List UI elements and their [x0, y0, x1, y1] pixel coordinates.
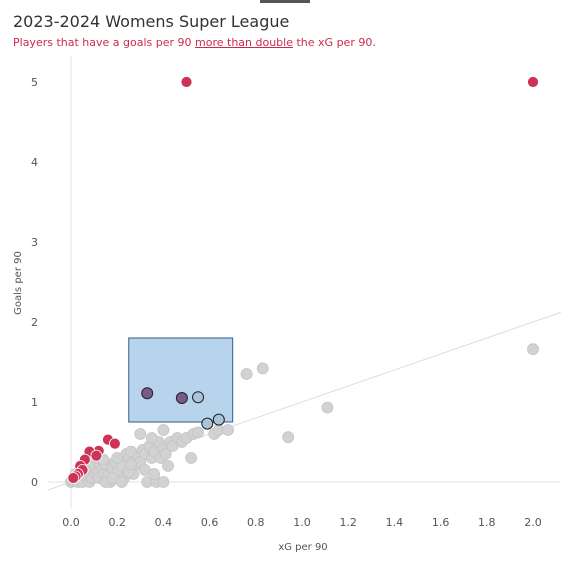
subtitle-text-end: the xG per 90. [293, 36, 376, 49]
data-point-other[interactable] [527, 343, 539, 356]
data-point-other[interactable] [148, 468, 161, 480]
x-tick-label: 0.4 [155, 516, 173, 529]
data-point-selected_other[interactable] [192, 391, 205, 404]
chart-title: 2023-2024 Womens Super League [13, 12, 290, 31]
y-tick-label: 1 [31, 396, 38, 409]
data-point-other[interactable] [125, 458, 137, 471]
data-point-other[interactable] [157, 424, 170, 436]
data-point-other[interactable] [134, 428, 147, 440]
y-axis-label: Goals per 90 [13, 251, 24, 315]
data-point-selected_other[interactable] [212, 413, 225, 426]
axes: 0.0 0.2 0.4 0.6 0.8 1.0 1.2 1.4 1.6 1.8 2.0 0 1 2 3 4 5 [31, 55, 561, 529]
data-point-selected[interactable] [175, 392, 188, 404]
y-tick-label: 5 [31, 76, 38, 89]
data-point-other[interactable] [256, 362, 269, 375]
chart-subtitle: Players that have a goals per 90 more th… [13, 36, 376, 49]
data-point-other[interactable] [159, 448, 172, 460]
x-tick-label: 0.8 [247, 516, 265, 529]
x-tick-label: 1.6 [432, 516, 450, 529]
selection-layer [128, 337, 234, 423]
data-point-other[interactable] [157, 476, 170, 488]
x-tick-label: 1.2 [339, 516, 357, 529]
data-point-other[interactable] [145, 432, 158, 444]
x-tick-label: 1.4 [386, 516, 404, 529]
data-point-highlight[interactable] [90, 449, 103, 462]
subtitle-text-start: Players that have a goals per 90 [13, 36, 196, 49]
data-point-other[interactable] [111, 452, 124, 464]
data-point-highlight[interactable] [180, 76, 193, 88]
subtitle-emphasis: more than double [195, 36, 293, 49]
y-tick-label: 0 [31, 476, 38, 489]
data-point-other[interactable] [162, 460, 174, 472]
data-point-other[interactable] [222, 424, 234, 436]
axis-labels: xG per 90 Goals per 90 [13, 251, 328, 553]
data-point-highlight[interactable] [108, 437, 121, 450]
data-point-other[interactable] [192, 426, 204, 439]
y-tick-label: 3 [31, 236, 38, 249]
data-point-other[interactable] [240, 368, 253, 380]
x-tick-label: 1.8 [478, 516, 496, 529]
y-tick-label: 4 [31, 156, 38, 169]
data-point-selected[interactable] [141, 387, 154, 400]
data-point-other[interactable] [282, 431, 295, 444]
data-point-highlight[interactable] [527, 76, 539, 88]
x-tick-label: 1.0 [293, 516, 311, 529]
x-tick-label: 0.6 [201, 516, 219, 529]
selection-box [128, 337, 234, 423]
data-point-other[interactable] [115, 476, 128, 488]
y-tick-label: 2 [31, 316, 38, 329]
data-point-selected_other[interactable] [201, 417, 214, 430]
data-point-other[interactable] [321, 401, 334, 414]
window-drag-handle[interactable] [260, 0, 310, 3]
data-point-highlight[interactable] [67, 472, 80, 484]
data-point-other[interactable] [185, 452, 198, 464]
x-tick-label: 0.2 [108, 516, 126, 529]
x-axis-label: xG per 90 [278, 542, 327, 553]
x-tick-label: 2.0 [524, 516, 542, 529]
data-points[interactable] [65, 76, 539, 488]
x-tick-label: 0.0 [62, 516, 80, 529]
